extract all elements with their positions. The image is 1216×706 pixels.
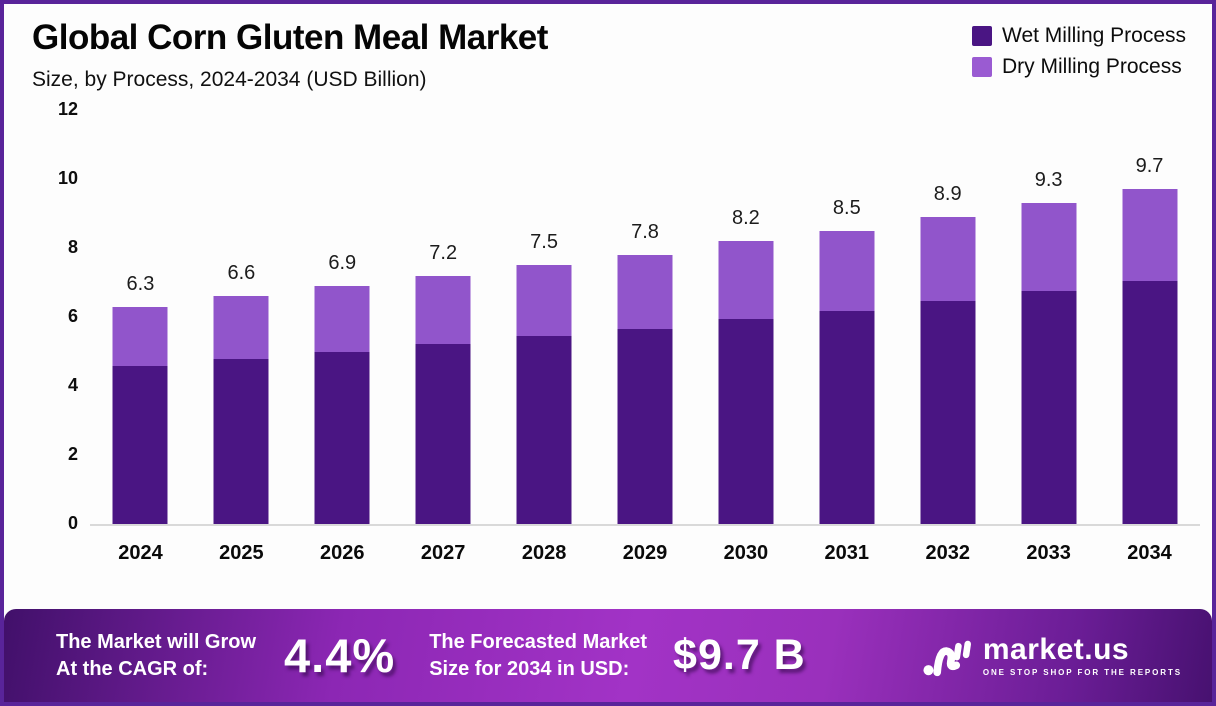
bar-segment bbox=[1021, 203, 1077, 292]
chart-header: Global Corn Gluten Meal Market Size, by … bbox=[4, 4, 1212, 92]
x-axis-label-2024: 2024 bbox=[118, 542, 163, 564]
bar-segment bbox=[819, 230, 875, 312]
bar-segment bbox=[718, 318, 774, 524]
x-axis-label-2027: 2027 bbox=[420, 542, 466, 564]
y-axis-tick-label: 6 bbox=[67, 306, 78, 326]
y-axis-tick-label: 10 bbox=[57, 168, 78, 188]
bar-segment bbox=[819, 311, 875, 524]
bar-segment bbox=[718, 241, 774, 319]
bar-column-2025: 6.6 bbox=[191, 112, 292, 524]
bar-segment bbox=[314, 285, 370, 352]
chart-subtitle: Size, by Process, 2024-2034 (USD Billion… bbox=[32, 68, 427, 91]
brand-name: market.us bbox=[982, 632, 1130, 666]
bar-segment bbox=[213, 358, 269, 524]
bar-segment bbox=[516, 336, 572, 524]
bar-segment bbox=[920, 216, 976, 302]
cagr-value: 4.4% bbox=[284, 629, 396, 682]
legend-label: Wet Milling Process bbox=[1002, 24, 1186, 47]
x-axis-label-2025: 2025 bbox=[219, 542, 264, 564]
y-axis-tick-label: 12 bbox=[57, 99, 78, 119]
bar-segment bbox=[415, 275, 471, 344]
bar-column-2029: 7.8 bbox=[595, 112, 696, 524]
bar-column-2034: 9.7 bbox=[1099, 112, 1200, 524]
bar-column-2028: 7.5 bbox=[494, 112, 595, 524]
legend-label: Dry Milling Process bbox=[1002, 55, 1182, 78]
bar-chart: 6.3 6.6 6.9 7.2 7.5 7.8 8.2 8.5 8.9 9.3 9.7 0 2 4 6 8 1… bbox=[4, 92, 1212, 609]
market-us-logo-icon bbox=[923, 640, 971, 676]
x-axis-label-2029: 2029 bbox=[622, 542, 668, 564]
bar-segment bbox=[415, 343, 471, 524]
bar-column-2033: 9.3 bbox=[998, 112, 1099, 524]
brand-tagline: ONE STOP SHOP FOR THE REPORTS bbox=[982, 667, 1182, 677]
x-axis-label-2033: 2033 bbox=[1026, 542, 1071, 564]
bar-segment bbox=[1021, 291, 1077, 524]
bar-value-label: 9.7 bbox=[1135, 155, 1164, 178]
bar-value-label: 7.2 bbox=[429, 241, 458, 264]
bar-segment bbox=[617, 328, 673, 524]
y-axis-tick-label: 4 bbox=[67, 375, 78, 395]
x-axis-label-2032: 2032 bbox=[925, 542, 970, 564]
cagr-label: The Market will Grow At the CAGR of: bbox=[56, 630, 257, 680]
bar-column-2026: 6.9 bbox=[292, 112, 393, 524]
y-axis-tick-label: 0 bbox=[67, 513, 78, 533]
legend-swatch-icon bbox=[972, 57, 992, 77]
bar-segment bbox=[617, 254, 673, 329]
bar-segment bbox=[112, 306, 168, 367]
market-us-logo: market.us ONE STOP SHOP FOR THE REPORTS bbox=[921, 632, 1182, 680]
bar-column-2031: 8.5 bbox=[796, 112, 897, 524]
bar-column-2032: 8.9 bbox=[897, 112, 998, 524]
chart-legend: Wet Milling Process Dry Milling Process bbox=[972, 24, 1186, 92]
y-axis-tick-label: 2 bbox=[67, 444, 78, 464]
bar-value-label: 9.3 bbox=[1034, 169, 1063, 192]
x-axis-label-2026: 2026 bbox=[320, 542, 365, 564]
title-block: Global Corn Gluten Meal Market Size, by … bbox=[32, 18, 548, 92]
x-axis-label-2028: 2028 bbox=[521, 542, 567, 564]
x-axis-label-2034: 2034 bbox=[1127, 542, 1172, 564]
forecast-value: $9.7 B bbox=[673, 631, 806, 679]
bar-value-label: 6.3 bbox=[126, 272, 155, 295]
bar-segment bbox=[1122, 189, 1178, 282]
bar-value-label: 7.5 bbox=[530, 231, 558, 254]
plot-area: 6.3 6.6 6.9 7.2 7.5 7.8 8.2 8.5 8.9 9.3 9.7 0 2 4 6 8 1… bbox=[58, 99, 1200, 533]
legend-item: Wet Milling Process bbox=[972, 24, 1186, 48]
bar-value-label: 8.9 bbox=[933, 182, 962, 205]
x-axis-labels: 2024 2025 2026 2027 2028 2029 2030 2031 2032 2033… bbox=[90, 542, 1200, 565]
bar-segment bbox=[1122, 281, 1178, 524]
page-title: Global Corn Gluten Meal Market bbox=[32, 18, 548, 57]
bars-container: 6.3 6.6 6.9 7.2 7.5 7.8 8.2 8.5 8.9 9.3 9.7 bbox=[90, 112, 1200, 524]
bar-segment bbox=[920, 301, 976, 524]
bar-value-label: 6.6 bbox=[227, 262, 256, 285]
bar-segment bbox=[213, 296, 269, 359]
bar-column-2024: 6.3 bbox=[90, 112, 191, 524]
bar-value-label: 8.5 bbox=[832, 196, 861, 219]
legend-item: Dry Milling Process bbox=[972, 55, 1186, 79]
x-axis-label-2030: 2030 bbox=[723, 542, 769, 564]
bar-column-2027: 7.2 bbox=[393, 112, 494, 524]
bar-column-2030: 8.2 bbox=[695, 112, 796, 524]
bar-value-label: 6.9 bbox=[328, 251, 357, 274]
y-axis-tick-label: 8 bbox=[67, 237, 78, 257]
bar-value-label: 8.2 bbox=[731, 207, 760, 230]
x-axis-label-2031: 2031 bbox=[824, 542, 870, 564]
bar-segment bbox=[112, 366, 168, 524]
forecast-label: The Forecasted Market Size for 2034 in U… bbox=[429, 630, 648, 680]
bar-segment bbox=[516, 265, 572, 337]
bar-value-label: 7.8 bbox=[631, 220, 659, 243]
legend-swatch-icon bbox=[972, 26, 992, 46]
bar-segment bbox=[314, 351, 370, 524]
footer-banner: The Market will Grow At the CAGR of: 4.4… bbox=[4, 609, 1212, 702]
